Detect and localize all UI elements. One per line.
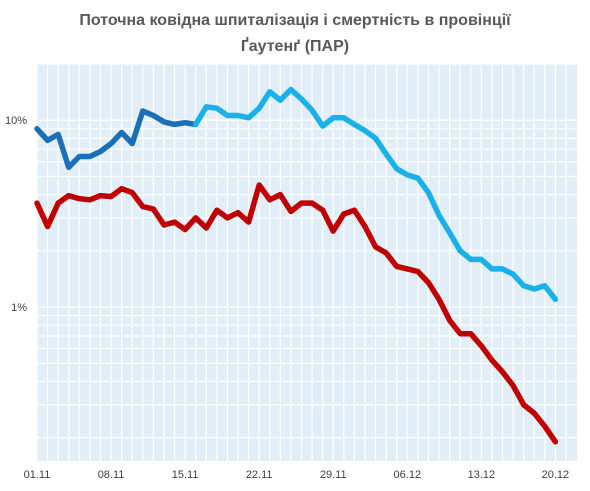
chart-title-line1: Поточна ковідна шпиталізація і смертніст… [79,12,511,29]
series-0-line-segment-1 [192,86,559,303]
x-tick-label: 20.12 [542,469,570,481]
y-tick-label: 10% [5,115,27,127]
series-layer [34,86,559,445]
series-0-line-segment-0 [34,108,199,171]
x-tick-label: 29.11 [320,469,347,481]
axis-ticks: 10% 1% 01.11 08.11 15.11 22.11 29.11 06.12 13.12… [5,115,569,481]
y-tick-label: 1% [11,302,27,314]
x-tick-label: 08.11 [98,469,125,481]
x-tick-label: 15.11 [172,469,199,481]
chart-title: Поточна ковідна шпиталізація і смертніст… [0,8,590,60]
chart-title-line2: Ґаутенґ (ПАР) [240,38,350,55]
series-1-line-segment-0 [34,182,559,445]
x-tick-label: 06.12 [394,469,422,481]
plot-background [37,64,577,461]
x-tick-label: 13.12 [468,469,496,481]
grid-lines [36,63,577,461]
x-tick-label: 22.11 [246,469,273,481]
x-tick-label: 01.11 [24,469,51,481]
